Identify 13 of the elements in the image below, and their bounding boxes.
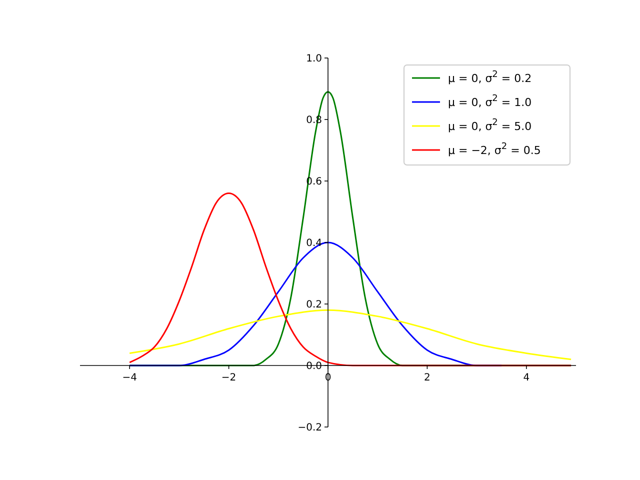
legend-label: μ = 0, σ$^{2}$ = 0.2 bbox=[448, 70, 532, 85]
x-tick-label: 2 bbox=[424, 372, 430, 384]
legend-label: μ = 0, σ$^{2}$ = 1.0 bbox=[448, 94, 532, 109]
y-tick-label: 1.0 bbox=[306, 54, 322, 64]
x-tick-label: 4 bbox=[523, 372, 530, 384]
line-series bbox=[128, 309, 572, 360]
y-tick-label: 0.4 bbox=[306, 238, 322, 249]
x-tick-label: −4 bbox=[122, 372, 137, 384]
legend-label: μ = 0, σ$^{2}$ = 5.0 bbox=[448, 118, 532, 133]
legend-label: μ = −2, σ$^{2}$ = 0.5 bbox=[448, 142, 541, 157]
y-tick-label: −0.2 bbox=[298, 422, 322, 434]
x-tick-label: −2 bbox=[221, 372, 236, 384]
y-tick-label: 0.2 bbox=[306, 300, 322, 310]
